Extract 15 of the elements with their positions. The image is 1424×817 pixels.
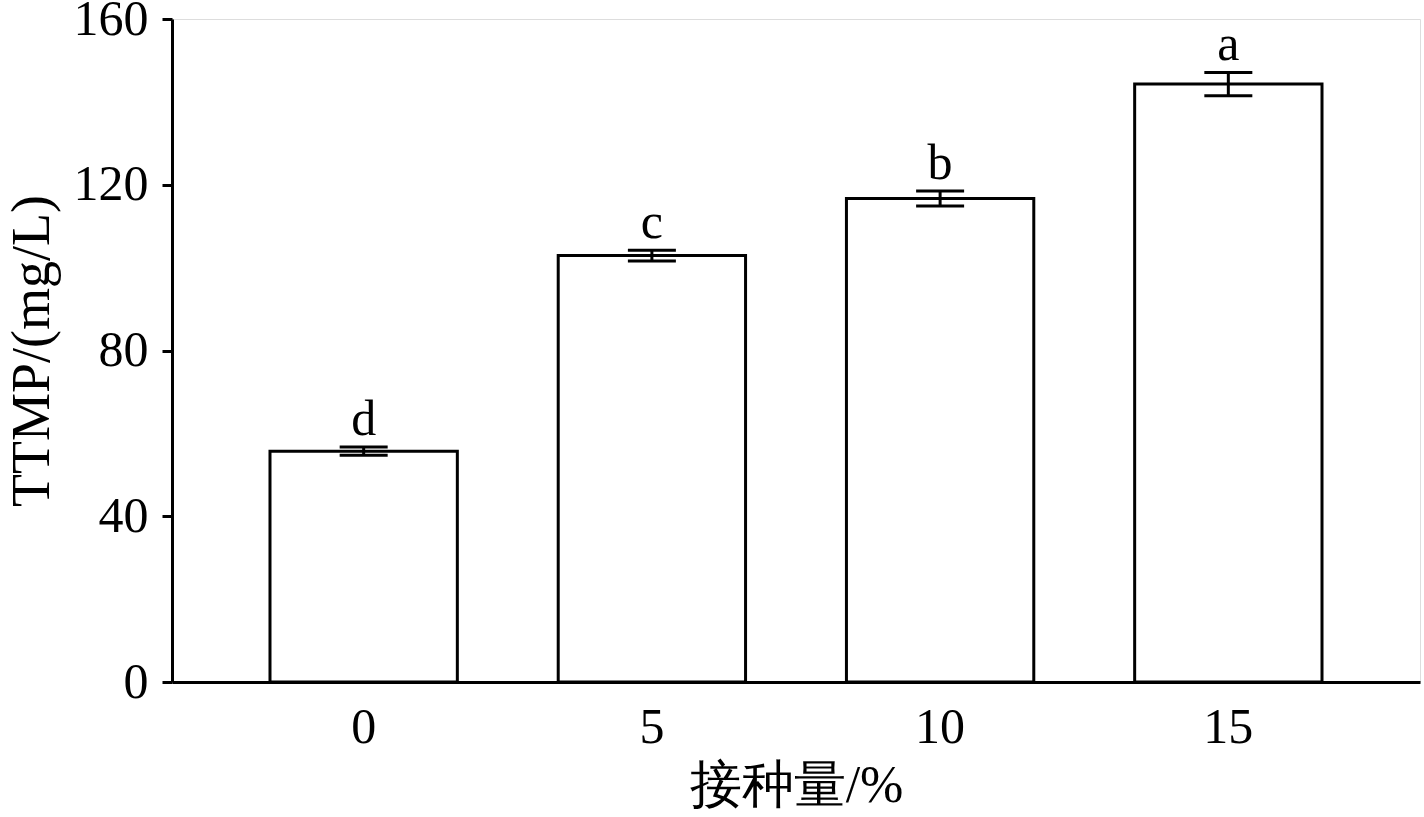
y-tick-label: 80	[98, 321, 149, 377]
annotation: a	[1217, 15, 1240, 72]
y-tick-label: 160	[73, 0, 149, 46]
x-axis-title: 接种量/%	[689, 755, 904, 813]
x-tick-label: 15	[1203, 697, 1254, 754]
y-axis-title: TTMP/(mg/L)	[0, 195, 61, 507]
annotation: d	[351, 390, 377, 447]
annotation: c	[640, 193, 663, 250]
y-tick-label: 40	[98, 486, 149, 543]
x-tick-label: 0	[351, 697, 377, 754]
x-tick-label: 10	[915, 697, 966, 754]
y-tick-label: 0	[123, 652, 149, 709]
y-tick-label: 120	[73, 155, 149, 212]
x-tick-label: 5	[639, 697, 665, 754]
annotation: b	[927, 133, 953, 190]
